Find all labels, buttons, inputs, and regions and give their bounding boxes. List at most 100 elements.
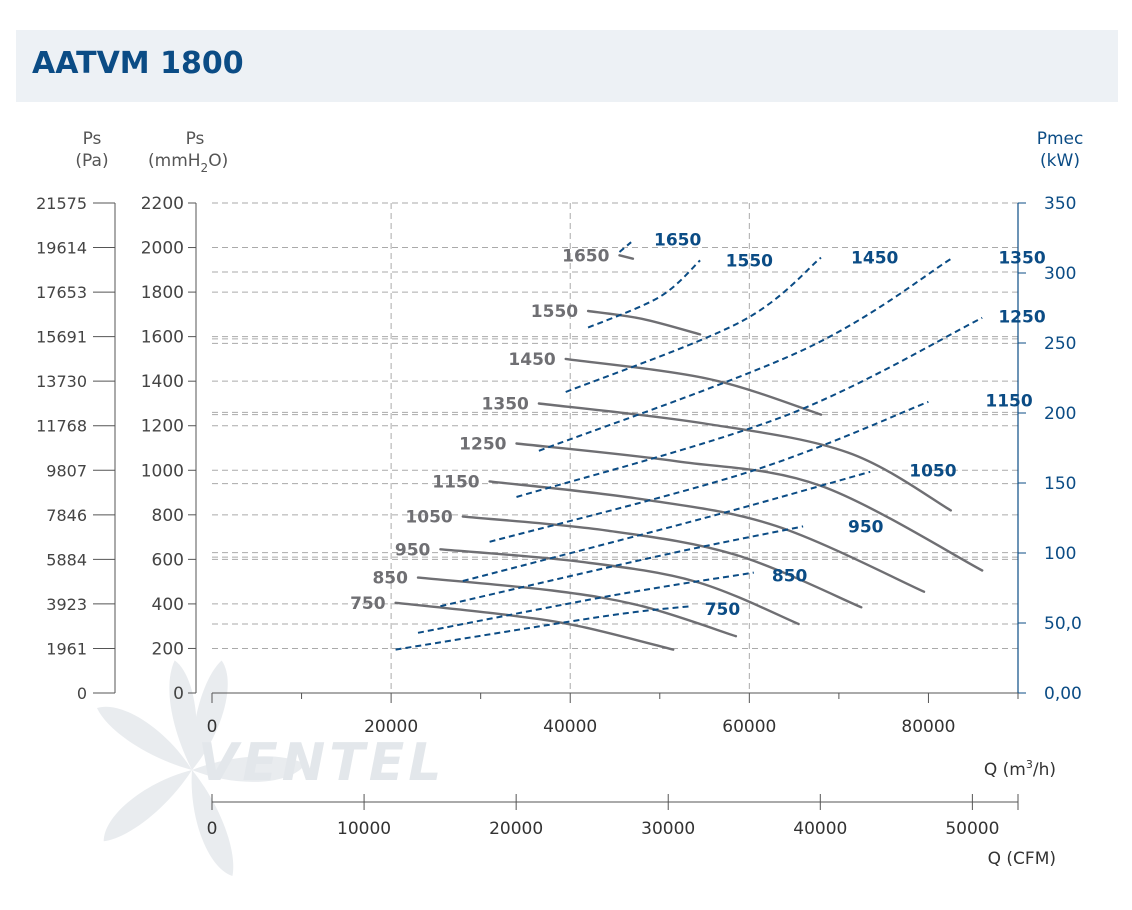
pressure-curve-1350 xyxy=(537,402,952,512)
pressure-curve-750 xyxy=(394,601,675,651)
q-cfm-tick-label: 40000 xyxy=(793,819,847,839)
ps-mmh2o-tick-label: 1400 xyxy=(141,372,184,392)
pressure-curve-label-1650: 1650 xyxy=(562,246,609,266)
q-cfm-tick-label: 30000 xyxy=(641,819,695,839)
ps-mmh2o-axis-unit: (mmH2O) xyxy=(148,151,228,175)
ventel-logo: VENTEL xyxy=(97,660,445,876)
ps-pa-tick-label: 5884 xyxy=(46,550,87,569)
power-curve-label-1350: 1350 xyxy=(998,249,1045,269)
ps-pa-tick-label: 1961 xyxy=(46,639,87,658)
q-m3h-tick-label: 40000 xyxy=(543,717,597,737)
ps-pa-tick-label: 17653 xyxy=(36,283,87,302)
pmec-tick-label: 350 xyxy=(1044,194,1076,214)
q-m3h-tick-label: 80000 xyxy=(901,717,955,737)
pressure-curve-1650 xyxy=(618,254,635,260)
pressure-curve-1050 xyxy=(461,515,863,609)
pmec-tick-label: 250 xyxy=(1044,334,1076,354)
ps-mmh2o-tick-label: 1200 xyxy=(141,417,184,437)
power-curve-label-1250: 1250 xyxy=(998,307,1045,327)
power-curve-label-1150: 1150 xyxy=(985,391,1032,411)
grid xyxy=(212,202,1018,693)
pressure-curve-1150 xyxy=(488,480,926,593)
ps-pa-tick-label: 21575 xyxy=(36,194,87,213)
q-cfm-tick-label: 10000 xyxy=(337,819,391,839)
ps-mmh2o-tick-label: 600 xyxy=(152,550,184,570)
power-curve-label-1050: 1050 xyxy=(909,461,956,481)
curves xyxy=(394,241,984,651)
pressure-curve-label-1550: 1550 xyxy=(531,302,578,322)
ps-pa-tick-label: 0 xyxy=(77,684,87,703)
power-curve-label-1450: 1450 xyxy=(851,249,898,269)
power-curve-1650 xyxy=(618,241,632,253)
pmec-tick-label: 50,0 xyxy=(1044,614,1082,634)
pmec-tick-label: 150 xyxy=(1044,474,1076,494)
q-m3h-tick-label: 60000 xyxy=(722,717,776,737)
fan-blade-icon xyxy=(97,660,306,876)
ps-mmh2o-tick-label: 0 xyxy=(173,684,184,704)
ps-mmh2o-tick-label: 200 xyxy=(152,639,184,659)
labels: 750 850 950 1050 1150 1250 1350 1450 1550 1650 750… xyxy=(350,230,1046,620)
ps-pa-tick-label: 15691 xyxy=(36,328,87,347)
q-cfm-tick-label: 50000 xyxy=(945,819,999,839)
ps-pa-axis-title: Ps xyxy=(83,129,102,149)
power-curve-750 xyxy=(395,605,692,651)
ps-pa-axis-unit: (Pa) xyxy=(75,151,108,171)
pressure-curve-label-1250: 1250 xyxy=(459,435,506,455)
ps-pa-tick-label: 11768 xyxy=(36,417,87,436)
pressure-curve-label-850: 850 xyxy=(372,569,408,589)
power-curve-1450 xyxy=(565,256,822,393)
pmec-axis-unit: (kW) xyxy=(1040,151,1080,171)
pressure-curve-label-1150: 1150 xyxy=(432,472,479,492)
power-curve-1050 xyxy=(462,470,871,582)
ps-mmh2o-tick-label: 1000 xyxy=(141,461,184,481)
title-bar: AATVM 1800 xyxy=(16,30,1118,102)
power-curve-label-1650: 1650 xyxy=(654,230,701,250)
ps-pa-tick-label: 7846 xyxy=(46,506,87,525)
pmec-tick-label: 100 xyxy=(1044,544,1076,564)
page-title: AATVM 1800 xyxy=(32,46,244,81)
power-curve-label-850: 850 xyxy=(772,566,808,586)
q-cfm-tick-label: 0 xyxy=(207,819,218,839)
power-curve-label-1550: 1550 xyxy=(726,251,773,271)
power-curve-1550 xyxy=(587,259,701,329)
ps-pa-tick-label: 19614 xyxy=(36,239,87,258)
q-m3h-tick-label: 20000 xyxy=(364,717,418,737)
pressure-curve-label-1050: 1050 xyxy=(405,508,452,528)
pmec-axis-title: Pmec xyxy=(1037,129,1084,149)
ps-pa-tick-label: 9807 xyxy=(46,461,87,480)
pmec-tick-label: 200 xyxy=(1044,404,1076,424)
q-m3h-tick-label: 0 xyxy=(207,717,218,737)
ps-mmh2o-tick-label: 1600 xyxy=(141,328,184,348)
ps-mmh2o-tick-label: 1800 xyxy=(141,283,184,303)
pressure-curve-label-950: 950 xyxy=(395,540,431,560)
pmec-tick-label: 0,00 xyxy=(1044,684,1082,704)
axes: 21575 19614 17653 15691 13730 11768 9807 7846 58… xyxy=(36,129,1083,869)
power-curve-1250 xyxy=(516,316,983,498)
pressure-curve-label-750: 750 xyxy=(350,594,386,614)
ps-mmh2o-tick-label: 400 xyxy=(152,595,184,615)
ps-mmh2o-tick-label: 800 xyxy=(152,506,184,526)
power-curve-label-750: 750 xyxy=(705,600,741,620)
power-curve-1150 xyxy=(489,400,929,543)
pressure-curve-1450 xyxy=(564,357,823,416)
pressure-curve-1550 xyxy=(586,309,702,336)
pmec-tick-label: 300 xyxy=(1044,264,1076,284)
logo-text: VENTEL xyxy=(198,733,445,793)
pressure-curve-label-1450: 1450 xyxy=(508,350,555,370)
ps-mmh2o-tick-label: 2200 xyxy=(141,194,184,214)
pressure-curve-950 xyxy=(439,548,800,626)
power-curve-1350 xyxy=(538,258,952,452)
ps-mmh2o-tick-label: 2000 xyxy=(141,239,184,259)
pressure-curve-850 xyxy=(416,576,738,638)
q-m3h-axis-title: Q (m3/h) xyxy=(984,758,1056,780)
q-cfm-tick-label: 20000 xyxy=(489,819,543,839)
ps-mmh2o-axis-title: Ps xyxy=(186,129,205,149)
power-curve-850 xyxy=(417,571,754,634)
power-curve-label-950: 950 xyxy=(848,517,884,537)
pressure-curve-label-1350: 1350 xyxy=(482,394,529,414)
power-curve-950 xyxy=(440,525,804,608)
q-cfm-axis-title: Q (CFM) xyxy=(988,849,1056,869)
ps-pa-tick-label: 13730 xyxy=(36,372,87,391)
ps-pa-tick-label: 3923 xyxy=(46,595,87,614)
